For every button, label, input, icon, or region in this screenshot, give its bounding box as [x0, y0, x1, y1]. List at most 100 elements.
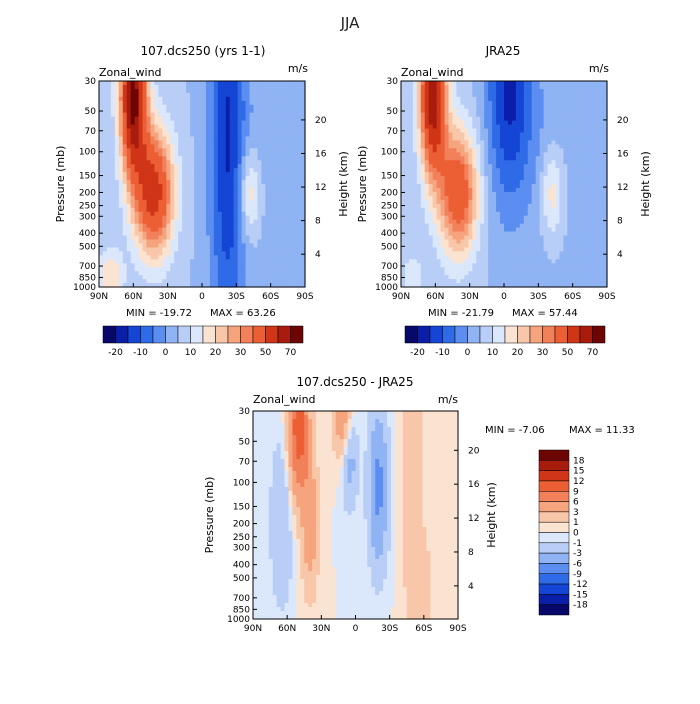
contour-cell	[182, 271, 187, 276]
contour-cell	[449, 184, 454, 189]
contour-cell	[210, 247, 215, 252]
contour-cell	[297, 129, 302, 134]
contour-cell	[139, 117, 144, 122]
contour-cell	[401, 263, 406, 268]
contour-cell	[198, 239, 203, 244]
contour-cell	[230, 152, 235, 157]
contour-cell	[460, 117, 465, 122]
contour-cell	[285, 136, 290, 141]
contour-cell	[162, 85, 167, 90]
contour-cell	[151, 140, 156, 145]
contour-cell	[536, 133, 541, 138]
contour-cell	[127, 208, 132, 213]
contour-cell	[174, 243, 179, 248]
contour-cell	[536, 180, 541, 185]
contour-cell	[492, 275, 497, 280]
contour-cell	[293, 101, 298, 106]
contour-cell	[99, 117, 104, 122]
contour-cell	[170, 267, 175, 272]
contour-cell	[456, 204, 461, 209]
contour-cell	[425, 224, 430, 229]
contour-cell	[496, 168, 501, 173]
contour-cell	[449, 236, 454, 241]
contour-cell	[409, 232, 414, 237]
contour-cell	[437, 121, 442, 126]
contour-cell	[234, 144, 239, 149]
contour-cell	[178, 85, 183, 90]
contour-cell	[516, 156, 521, 161]
contour-cell	[468, 259, 473, 264]
contour-cell	[405, 144, 410, 149]
contour-cell	[417, 204, 422, 209]
contour-cell	[206, 255, 211, 260]
contour-cell	[496, 255, 501, 260]
contour-cell	[496, 105, 501, 110]
contour-cell	[143, 140, 148, 145]
contour-cell	[445, 212, 450, 217]
contour-cell	[484, 251, 489, 256]
contour-cell	[198, 176, 203, 181]
contour-cell	[472, 109, 477, 114]
contour-cell	[111, 156, 116, 161]
contour-cell	[429, 224, 434, 229]
contour-cell	[476, 164, 481, 169]
contour-cell	[559, 192, 564, 197]
contour-cell	[289, 184, 294, 189]
contour-cell	[230, 192, 235, 197]
contour-cell	[119, 239, 124, 244]
contour-cell	[107, 247, 112, 252]
contour-cell	[277, 212, 282, 217]
contour-cell	[230, 247, 235, 252]
contour-cell	[293, 144, 298, 149]
contour-cell	[214, 220, 219, 225]
contour-cell	[540, 247, 545, 252]
contour-cell	[277, 180, 282, 185]
contour-cell	[417, 156, 422, 161]
colorbar-swatch	[141, 326, 154, 343]
contour-cell	[143, 89, 148, 94]
contour-cell	[265, 255, 270, 260]
contour-cell	[559, 101, 564, 106]
contour-cell	[230, 208, 235, 213]
colorbar-label: 20	[210, 348, 222, 358]
contour-cell	[265, 117, 270, 122]
contour-cell	[496, 267, 501, 272]
contour-cell	[257, 220, 262, 225]
contour-cell	[556, 236, 561, 241]
contour-cell	[178, 236, 183, 241]
contour-cell	[421, 125, 426, 130]
contour-cell	[166, 89, 171, 94]
contour-cell	[242, 243, 247, 248]
contour-cell	[445, 224, 450, 229]
contour-cell	[238, 172, 243, 177]
contour-cell	[269, 192, 274, 197]
contour-cell	[265, 129, 270, 134]
contour-cell	[285, 164, 290, 169]
contour-cell	[433, 204, 438, 209]
contour-cell	[453, 93, 458, 98]
contour-cell	[273, 200, 278, 205]
contour-cell	[429, 212, 434, 217]
contour-cell	[441, 164, 446, 169]
contour-cell	[127, 140, 132, 145]
contour-cell	[449, 85, 454, 90]
contour-cell	[158, 255, 163, 260]
contour-cell	[504, 263, 509, 268]
contour-cell	[417, 117, 422, 122]
contour-cell	[516, 228, 521, 233]
contour-cell	[488, 148, 493, 153]
contour-cell	[107, 204, 112, 209]
contour-cell	[476, 224, 481, 229]
contour-cell	[429, 148, 434, 153]
contour-cell	[468, 81, 473, 86]
contour-cell	[437, 81, 442, 86]
contour-cell	[472, 279, 477, 284]
contour-cell	[123, 101, 128, 106]
contour-cell	[488, 228, 493, 233]
contour-cell	[524, 243, 529, 248]
contour-cell	[261, 204, 266, 209]
contour-cell	[218, 184, 223, 189]
contour-cell	[257, 200, 262, 205]
contour-cell	[441, 216, 446, 221]
contour-cell	[99, 144, 104, 149]
